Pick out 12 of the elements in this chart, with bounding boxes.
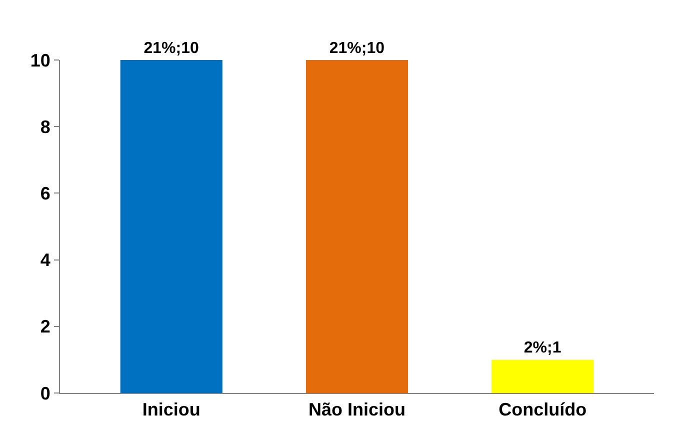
y-tick-label: 0 <box>40 383 50 404</box>
x-tick-label: Não Iniciou <box>308 400 406 420</box>
y-tick-label: 8 <box>40 116 50 137</box>
y-tick-label: 10 <box>30 50 50 70</box>
y-tick-label: 4 <box>40 250 50 270</box>
data-label: 21%;10 <box>329 40 385 57</box>
x-tick-label: Iniciou <box>142 400 200 420</box>
data-label: 2%;1 <box>524 340 562 357</box>
data-label: 21%;10 <box>144 40 199 57</box>
x-tick-label: Concluído <box>498 400 587 420</box>
y-tick-label: 2 <box>40 316 50 337</box>
y-tick-label: 6 <box>40 184 50 204</box>
